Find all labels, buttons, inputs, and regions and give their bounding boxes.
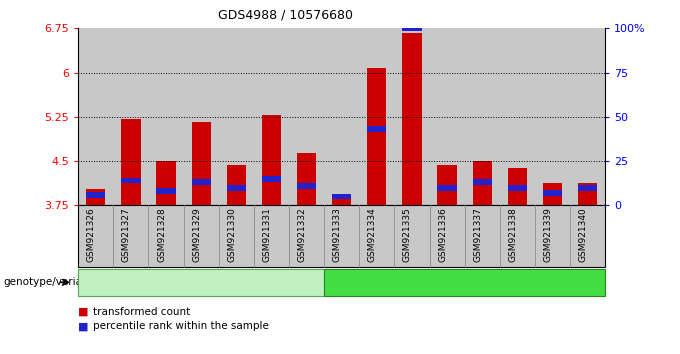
Bar xyxy=(578,183,597,205)
Bar xyxy=(332,194,352,199)
Bar xyxy=(226,185,246,190)
Text: GSM921340: GSM921340 xyxy=(579,207,588,262)
Text: GSM921336: GSM921336 xyxy=(438,207,447,262)
Text: GSM921333: GSM921333 xyxy=(333,207,342,262)
Bar xyxy=(359,28,394,205)
Text: GSM921331: GSM921331 xyxy=(262,207,271,262)
Text: Srlp5 mutation: Srlp5 mutation xyxy=(423,277,506,287)
Bar xyxy=(86,192,105,198)
Bar xyxy=(156,188,175,194)
Bar xyxy=(192,121,211,205)
Bar xyxy=(121,119,141,205)
Bar xyxy=(570,28,605,205)
Bar xyxy=(543,183,562,205)
Bar xyxy=(262,176,281,182)
Bar xyxy=(324,28,359,205)
Text: GSM921332: GSM921332 xyxy=(298,207,307,262)
Text: GDS4988 / 10576680: GDS4988 / 10576680 xyxy=(218,9,353,22)
Bar xyxy=(367,68,386,205)
Bar xyxy=(367,126,386,132)
Bar xyxy=(403,33,422,205)
Text: GSM921338: GSM921338 xyxy=(509,207,517,262)
Text: ■: ■ xyxy=(78,321,88,331)
Text: transformed count: transformed count xyxy=(93,307,190,316)
Text: GSM921335: GSM921335 xyxy=(403,207,412,262)
Bar xyxy=(148,28,184,205)
Text: GSM921328: GSM921328 xyxy=(157,207,166,262)
Bar xyxy=(332,199,352,205)
Bar xyxy=(78,28,114,205)
Bar xyxy=(86,189,105,205)
Bar xyxy=(254,28,289,205)
Bar xyxy=(262,115,281,205)
Bar xyxy=(114,28,148,205)
Bar xyxy=(578,185,597,190)
Text: GSM921334: GSM921334 xyxy=(368,207,377,262)
Text: GSM921326: GSM921326 xyxy=(87,207,96,262)
Bar xyxy=(226,165,246,205)
Bar xyxy=(473,161,492,205)
Text: wild type: wild type xyxy=(175,277,226,287)
Bar xyxy=(437,165,457,205)
Bar xyxy=(500,28,535,205)
Bar xyxy=(403,25,422,31)
Text: GSM921329: GSM921329 xyxy=(192,207,201,262)
Bar xyxy=(464,28,500,205)
Bar xyxy=(473,179,492,185)
Bar xyxy=(297,183,316,189)
Bar xyxy=(543,190,562,196)
Bar xyxy=(535,28,570,205)
Bar xyxy=(121,178,141,183)
Bar xyxy=(437,185,457,190)
Bar xyxy=(192,179,211,185)
Bar xyxy=(508,168,527,205)
Bar xyxy=(184,28,219,205)
Text: genotype/variation: genotype/variation xyxy=(3,277,103,287)
Text: GSM921327: GSM921327 xyxy=(122,207,131,262)
Text: percentile rank within the sample: percentile rank within the sample xyxy=(93,321,269,331)
Bar xyxy=(297,153,316,205)
Bar xyxy=(508,185,527,190)
Bar xyxy=(394,28,430,205)
Text: GSM921330: GSM921330 xyxy=(227,207,237,262)
Text: GSM921339: GSM921339 xyxy=(543,207,552,262)
Text: ■: ■ xyxy=(78,307,88,316)
Bar xyxy=(430,28,464,205)
Text: GSM921337: GSM921337 xyxy=(473,207,482,262)
Bar xyxy=(156,161,175,205)
Bar xyxy=(219,28,254,205)
Bar xyxy=(289,28,324,205)
